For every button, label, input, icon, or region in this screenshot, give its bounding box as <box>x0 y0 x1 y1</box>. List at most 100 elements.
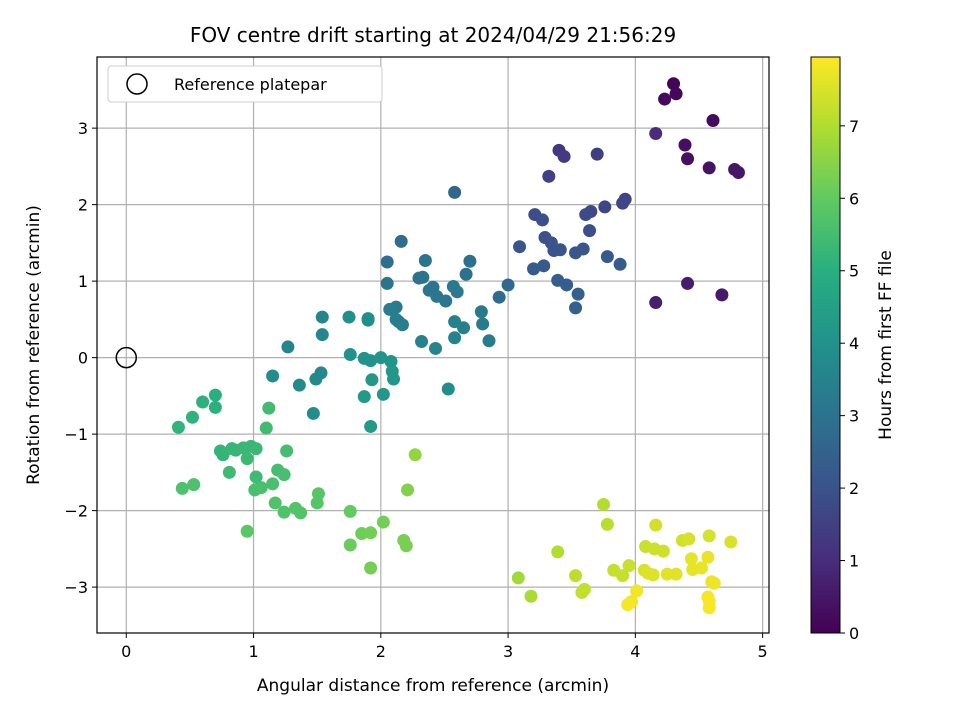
data-point <box>280 444 294 458</box>
data-point <box>429 341 443 355</box>
data-point <box>292 378 306 392</box>
y-axis-ticks: −3 −2 −1 0 1 2 3 <box>64 119 97 597</box>
data-point <box>682 532 696 546</box>
data-point <box>399 539 413 553</box>
data-point <box>557 149 571 163</box>
data-point <box>415 335 429 349</box>
data-point <box>701 550 715 564</box>
data-point <box>524 589 538 603</box>
data-point <box>597 497 611 511</box>
data-point <box>702 529 716 543</box>
data-point <box>501 278 515 292</box>
x-axis-label: Angular distance from reference (arcmin) <box>257 676 609 696</box>
data-point <box>646 568 660 582</box>
data-point <box>357 390 371 404</box>
data-point <box>551 545 565 559</box>
data-point <box>474 305 488 319</box>
colorbar-label: Hours from first FF file <box>876 250 896 440</box>
legend-reference-marker <box>126 73 148 95</box>
data-point <box>441 382 455 396</box>
data-point <box>702 601 716 615</box>
data-point <box>416 270 430 284</box>
data-point <box>384 354 398 368</box>
colorbar-ticks: 0 1 2 3 4 5 6 7 <box>840 117 859 643</box>
data-point <box>294 506 308 520</box>
chart-title: FOV centre drift starting at 2024/04/29 … <box>190 23 676 47</box>
data-point <box>361 312 375 326</box>
data-point <box>513 240 527 254</box>
data-point <box>616 569 630 583</box>
data-point <box>457 321 471 335</box>
data-point <box>383 302 397 316</box>
data-point <box>600 250 614 264</box>
colorbar: 0 1 2 3 4 5 6 7 Hours from first FF file <box>810 56 896 643</box>
data-point <box>364 526 378 540</box>
data-point <box>277 505 291 519</box>
data-point <box>590 147 604 161</box>
data-point <box>649 518 663 532</box>
data-point <box>374 351 388 365</box>
data-point <box>309 372 323 386</box>
x-tick-label: 1 <box>248 642 258 661</box>
data-point <box>266 477 280 491</box>
data-points <box>171 77 745 615</box>
data-point <box>281 340 295 354</box>
data-point <box>240 452 254 466</box>
data-point <box>175 481 189 495</box>
data-point <box>542 169 556 183</box>
x-tick-label: 4 <box>630 642 640 661</box>
data-point <box>463 254 477 268</box>
legend-box <box>107 65 383 103</box>
data-point <box>448 331 462 345</box>
data-point <box>527 262 541 276</box>
data-point <box>401 483 415 497</box>
data-point <box>537 259 551 273</box>
data-point <box>448 185 462 199</box>
legend: Reference platepar <box>107 65 383 103</box>
data-point <box>395 318 409 332</box>
data-point <box>364 354 378 368</box>
data-point <box>492 290 506 304</box>
data-point <box>630 584 644 598</box>
colorbar-tick-label: 3 <box>849 407 859 426</box>
data-point <box>365 373 379 387</box>
data-point <box>208 400 222 414</box>
data-point <box>277 468 291 482</box>
data-point <box>553 243 567 257</box>
data-point <box>387 372 401 386</box>
data-point <box>707 576 721 590</box>
colorbar-tick-label: 1 <box>849 552 859 571</box>
y-axis-label: Rotation from reference (arcmin) <box>24 205 44 485</box>
data-point <box>569 301 583 315</box>
data-point <box>343 538 357 552</box>
x-tick-label: 0 <box>121 642 131 661</box>
y-tick-label: −3 <box>64 578 88 597</box>
data-point <box>656 544 670 558</box>
data-point <box>376 387 390 401</box>
data-point <box>249 470 263 484</box>
colorbar-tick-label: 5 <box>849 262 859 281</box>
data-point <box>343 348 357 362</box>
data-point <box>571 287 585 301</box>
data-point <box>579 208 593 222</box>
legend-label: Reference platepar <box>174 75 327 94</box>
data-point <box>569 569 583 583</box>
data-point <box>535 213 549 227</box>
data-point <box>715 288 729 302</box>
data-point <box>667 77 681 91</box>
data-point <box>577 582 591 596</box>
data-point <box>268 496 282 510</box>
reference-platepar-marker <box>115 346 138 369</box>
data-point <box>408 448 422 462</box>
y-tick-label: 3 <box>78 119 88 138</box>
data-point <box>380 255 394 269</box>
data-point <box>418 253 432 267</box>
data-point <box>394 234 408 248</box>
colorbar-gradient <box>810 56 841 634</box>
y-tick-label: −1 <box>64 425 88 444</box>
data-point <box>439 294 453 308</box>
data-point <box>669 87 683 101</box>
data-point <box>208 388 222 402</box>
data-point <box>315 310 329 324</box>
